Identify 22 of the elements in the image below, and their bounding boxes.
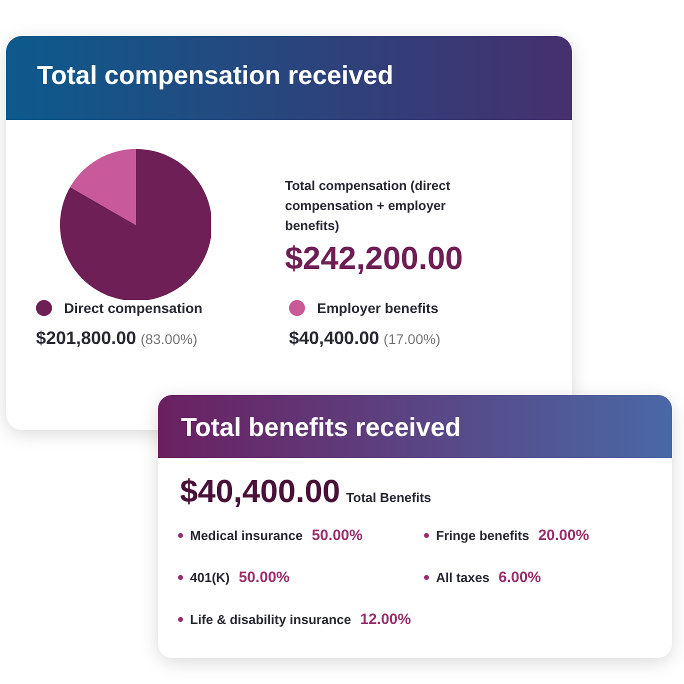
pie-slice [70,149,136,225]
text: 50.00% [312,527,363,544]
text: Total Benefits [346,490,432,505]
text: Total compensation (direct compensation + employer benefits) [285,177,452,235]
text: 50.00% [238,569,290,586]
data-label: $201,800.00 (83.00%) [36,328,198,348]
chart-title: Total compensation received [6,36,572,120]
category-label: Fringe benefits [436,528,530,543]
text: $40,400.00 [180,473,340,510]
text: Total benefits received [158,395,672,458]
legend-label: Employer benefits [317,300,438,316]
text: 12.00% [360,611,411,628]
text: 6.00% [498,569,542,586]
category-label: Medical insurance [190,528,303,543]
legend-label: Direct compensation [64,300,202,316]
text: $242,200.00 [285,240,463,277]
pie-slice [60,149,211,300]
category-label: All taxes [436,570,490,585]
text: 20.00% [538,527,590,544]
category-label: Life & disability insurance [190,612,352,627]
data-label: $40,400.00 (17.00%) [289,328,440,348]
category-label: 401(K) [190,570,230,585]
